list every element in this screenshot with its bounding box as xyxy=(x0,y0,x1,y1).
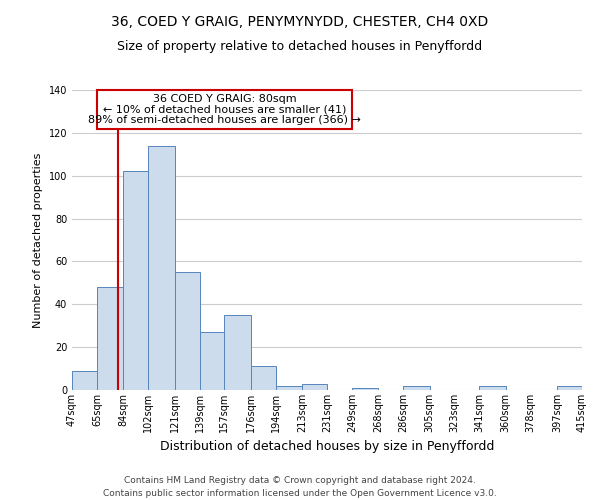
Bar xyxy=(276,386,302,390)
Bar xyxy=(148,146,175,390)
Text: Contains HM Land Registry data © Crown copyright and database right 2024.
Contai: Contains HM Land Registry data © Crown c… xyxy=(103,476,497,498)
Text: Size of property relative to detached houses in Penyffordd: Size of property relative to detached ho… xyxy=(118,40,482,53)
Bar xyxy=(175,272,199,390)
Bar xyxy=(224,315,251,390)
Text: 36, COED Y GRAIG, PENYMYNYDD, CHESTER, CH4 0XD: 36, COED Y GRAIG, PENYMYNYDD, CHESTER, C… xyxy=(112,15,488,29)
Bar xyxy=(200,332,224,390)
Bar xyxy=(72,370,97,390)
Text: ← 10% of detached houses are smaller (41): ← 10% of detached houses are smaller (41… xyxy=(103,105,346,115)
X-axis label: Distribution of detached houses by size in Penyffordd: Distribution of detached houses by size … xyxy=(160,440,494,454)
Bar xyxy=(479,386,506,390)
Bar xyxy=(251,366,276,390)
Bar xyxy=(403,386,430,390)
Text: 36 COED Y GRAIG: 80sqm: 36 COED Y GRAIG: 80sqm xyxy=(152,94,296,104)
Bar xyxy=(123,172,148,390)
Text: 89% of semi-detached houses are larger (366) →: 89% of semi-detached houses are larger (… xyxy=(88,116,361,126)
Y-axis label: Number of detached properties: Number of detached properties xyxy=(33,152,43,328)
FancyBboxPatch shape xyxy=(97,90,352,128)
Bar xyxy=(302,384,327,390)
Bar xyxy=(557,386,582,390)
Bar xyxy=(352,388,378,390)
Bar xyxy=(97,287,123,390)
